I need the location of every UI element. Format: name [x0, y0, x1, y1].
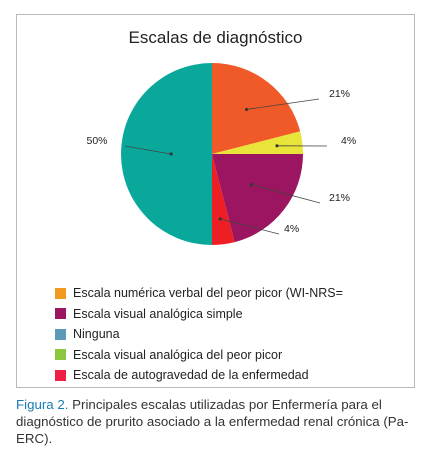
caption-text: Principales escalas utilizadas por Enfer… — [16, 397, 409, 446]
leader-dot — [244, 107, 249, 112]
legend-swatch — [55, 349, 66, 361]
pie-slice — [212, 154, 303, 243]
leader-line — [246, 98, 320, 110]
legend-swatch — [55, 308, 66, 320]
legend-label: Escala visual analógica simple — [73, 306, 243, 321]
leader-line — [124, 145, 172, 155]
legend-label: Ninguna — [73, 327, 120, 342]
legend-item: Escala visual analógica simple — [55, 304, 405, 325]
leader-line — [251, 184, 321, 204]
pie-slice — [212, 154, 235, 245]
slice-label: 4% — [284, 223, 299, 235]
legend-label: Escala numérica verbal del peor picor (W… — [73, 286, 343, 301]
chart-title: Escalas de diagnóstico — [128, 28, 303, 47]
chart-panel: Escalas de diagnóstico 21% 4% 21% 4% 50% Esc… — [16, 14, 415, 388]
slice-label: 50% — [86, 135, 107, 147]
leader-dot — [218, 217, 222, 221]
figure-label: Figura 2. — [16, 397, 69, 412]
legend-item: Escala numérica verbal del peor picor (W… — [55, 283, 405, 304]
leader-dot — [249, 183, 254, 187]
slice-label: 21% — [329, 192, 350, 204]
legend-item: Ninguna — [55, 324, 405, 345]
pie-chart: 21% 4% 21% 4% 50% — [86, 63, 356, 245]
slice-label: 4% — [341, 135, 356, 147]
leader-dot — [275, 144, 279, 148]
leader-line — [220, 218, 280, 235]
legend-swatch — [55, 287, 66, 299]
legend-swatch — [55, 328, 66, 340]
legend-swatch — [55, 369, 66, 381]
legend-item: Escala de autogravedad de la enfermedad — [55, 365, 405, 386]
legend-label: Escala de autogravedad de la enfermedad — [73, 368, 309, 383]
chart-legend: Escala numérica verbal del peor picor (W… — [55, 283, 405, 386]
slice-label: 21% — [329, 88, 350, 100]
figure-caption: Figura 2. Principales escalas utilizadas… — [16, 396, 416, 447]
pie-slice — [212, 63, 301, 154]
legend-label: Escala visual analógica del peor picor — [73, 347, 283, 362]
pie-slice — [212, 131, 303, 154]
legend-item: Escala visual analógica del peor picor — [55, 345, 405, 366]
pie-slice — [121, 63, 212, 245]
